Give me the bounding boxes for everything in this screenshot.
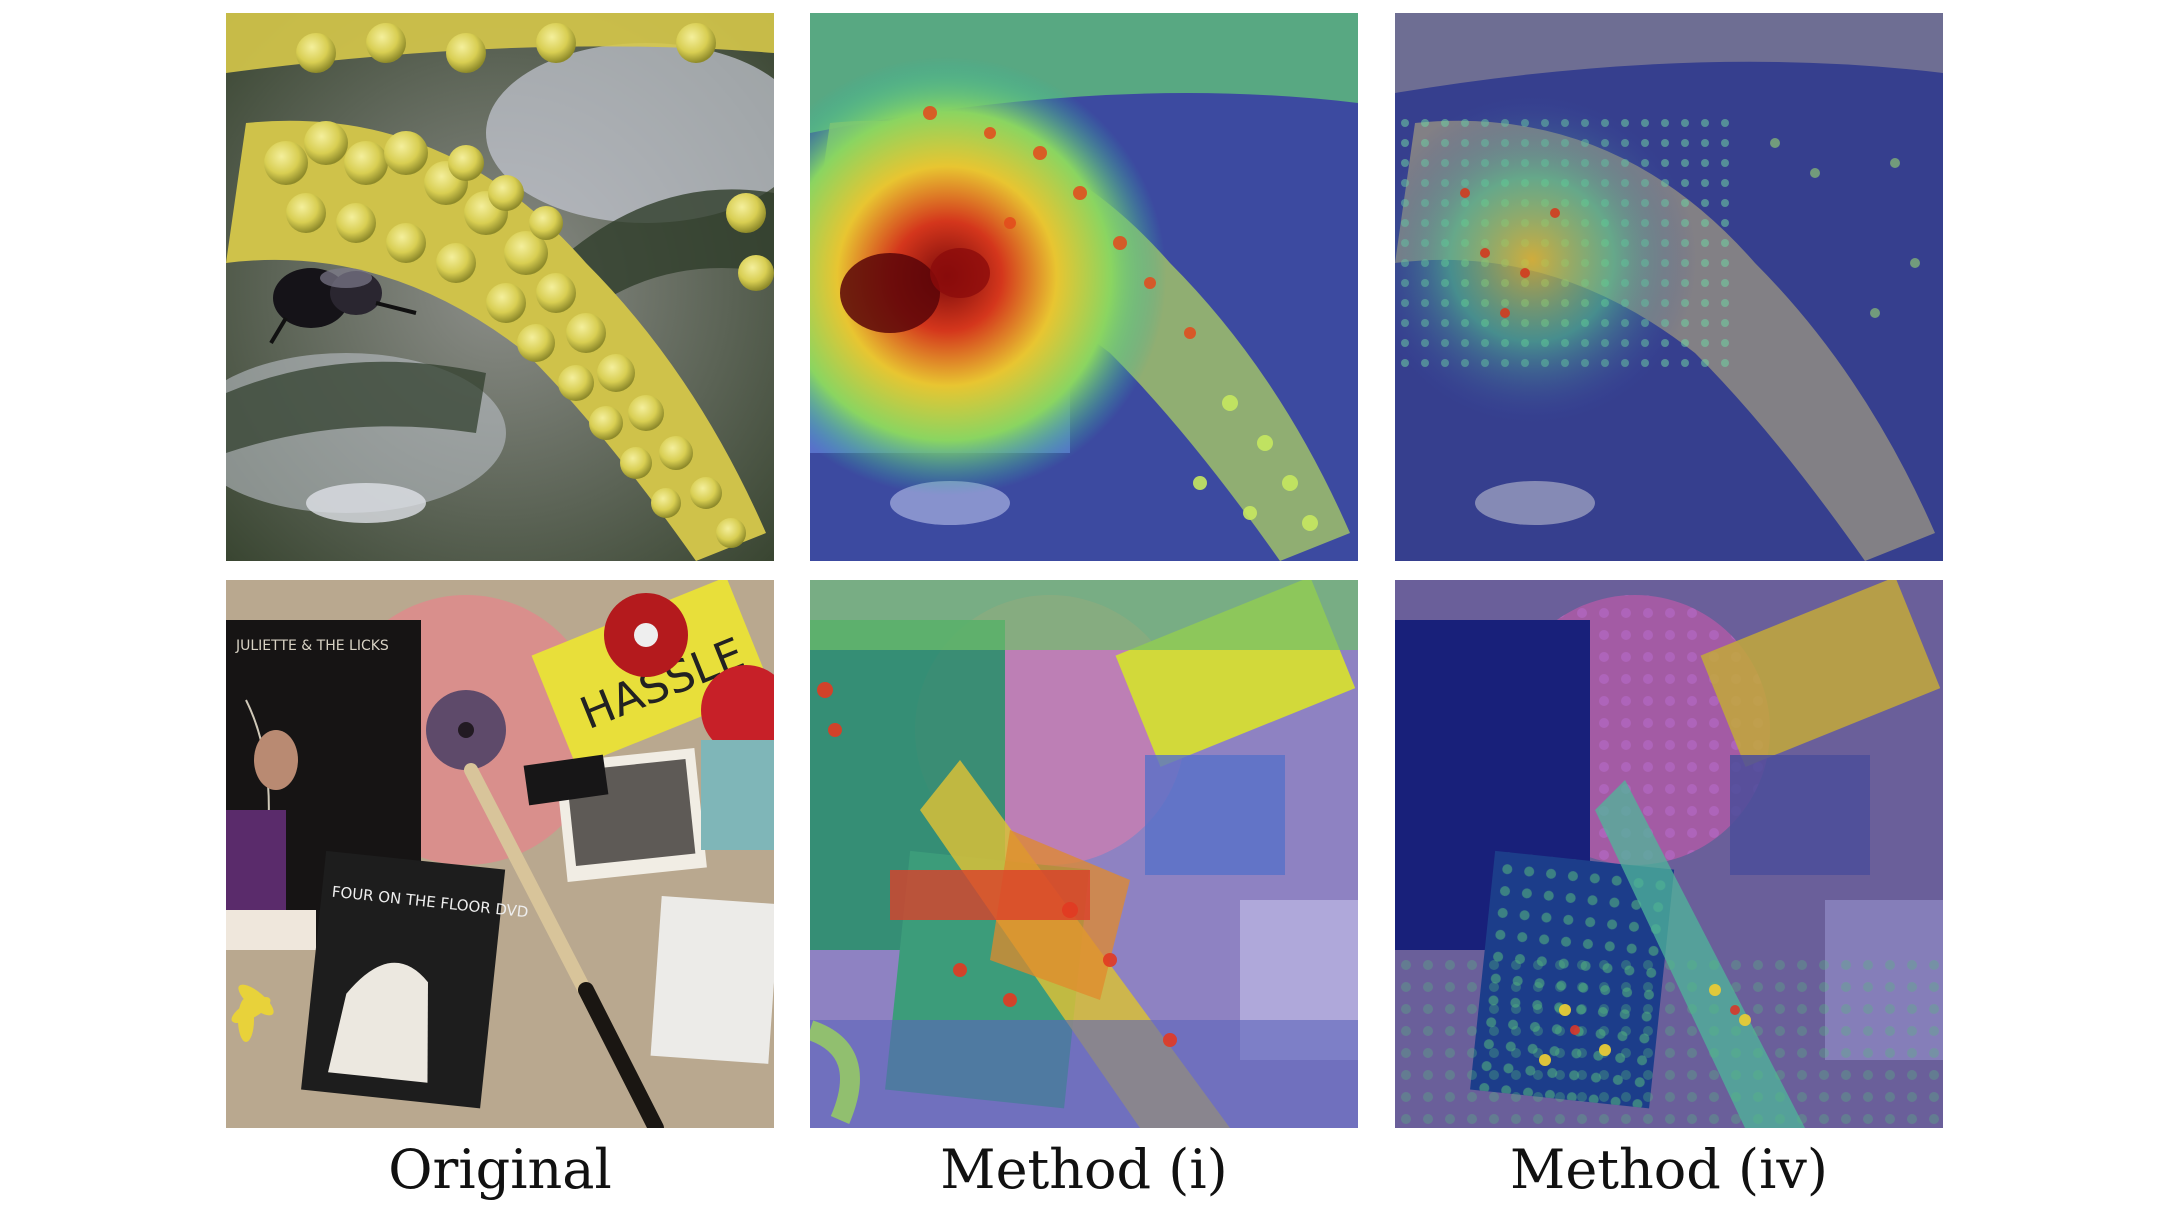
flower-heatmap-method-iv: [1395, 13, 1943, 561]
image-flower-original: [226, 13, 774, 561]
flower-photo: [226, 13, 774, 561]
records-heatmap-method-i: [810, 580, 1358, 1128]
caption-method-iv: Method (iv): [1510, 1138, 1828, 1201]
bee: [269, 268, 417, 345]
records-heatmap-method-iv: [1395, 580, 1943, 1128]
image-flower-method-iv: [1395, 13, 1943, 561]
cd-title-text: JULIETTE & THE LICKS: [235, 638, 389, 654]
image-records-original: HASSLE JULIETTE & THE LICKS FOUR ON THE …: [226, 580, 774, 1128]
caption-method-i: Method (i): [940, 1138, 1228, 1201]
records-photo: HASSLE JULIETTE & THE LICKS FOUR ON THE …: [226, 580, 774, 1128]
caption-original: Original: [388, 1138, 612, 1201]
image-records-method-i: [810, 580, 1358, 1128]
flower-heatmap-method-i: [810, 13, 1358, 561]
image-records-method-iv: [1395, 580, 1943, 1128]
image-flower-method-i: [810, 13, 1358, 561]
